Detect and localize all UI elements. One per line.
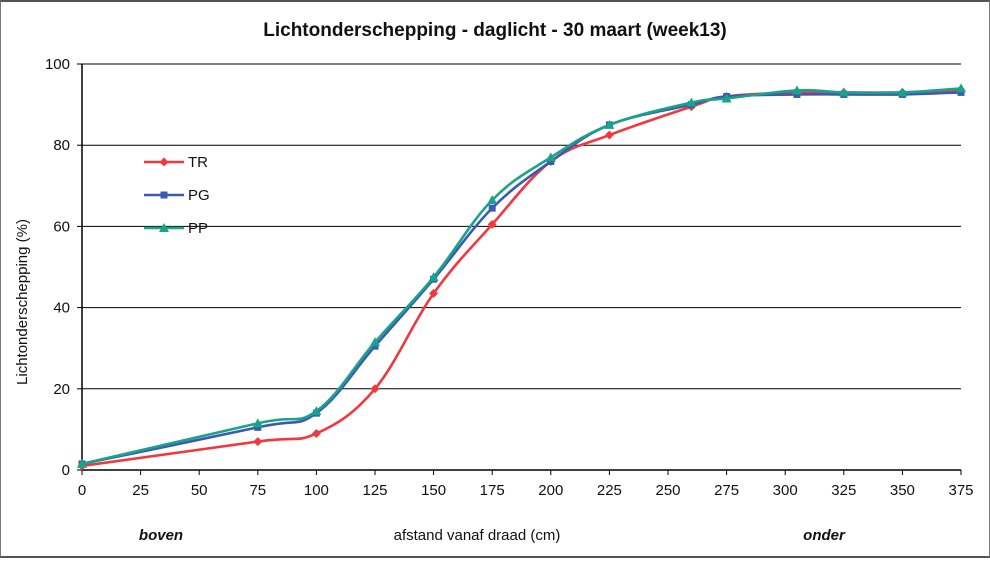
x-tick-label: 200 bbox=[538, 482, 563, 499]
y-tick-label: 20 bbox=[53, 381, 70, 398]
y-tick-label: 60 bbox=[53, 218, 70, 235]
series-line-pp bbox=[81, 87, 962, 466]
x-tick-label: 75 bbox=[249, 482, 266, 499]
data-point-pp bbox=[791, 85, 802, 95]
x-tick-labels: 0 25 50 75 100 125 150 175 200 225 250 275 300 325 350… bbox=[78, 482, 974, 499]
x-tick-label: 125 bbox=[362, 482, 387, 499]
legend-item-pg: PG bbox=[144, 187, 210, 204]
data-point-tr bbox=[311, 428, 321, 438]
x-tick-label: 375 bbox=[948, 482, 973, 499]
data-point-pg bbox=[254, 423, 262, 431]
x-tick-label: 100 bbox=[304, 482, 329, 499]
x-tick-label: 325 bbox=[831, 482, 856, 499]
data-point-pp bbox=[487, 195, 498, 205]
series-lines bbox=[77, 83, 966, 471]
x-axis-label: afstand vanaf draad (cm) bbox=[394, 527, 561, 544]
x-tick-label: 300 bbox=[773, 482, 798, 499]
x-tick-label: 275 bbox=[714, 482, 739, 499]
x-tick-label: 350 bbox=[890, 482, 915, 499]
x-tick-label: 0 bbox=[78, 482, 86, 499]
x-tick-label: 225 bbox=[597, 482, 622, 499]
data-point-pg bbox=[488, 204, 496, 212]
y-axis-label: Lichtonderschepping (%) bbox=[14, 219, 31, 385]
data-point-pg bbox=[793, 90, 801, 98]
data-point-tr bbox=[370, 384, 380, 394]
legend-marker bbox=[159, 223, 169, 232]
axes bbox=[77, 63, 962, 475]
x-tick-label: 50 bbox=[191, 482, 208, 499]
data-point-pp bbox=[428, 272, 439, 282]
y-tick-label: 0 bbox=[62, 462, 70, 479]
data-point-pp bbox=[545, 152, 556, 162]
data-point-pg bbox=[957, 88, 965, 96]
series-pp bbox=[77, 83, 966, 468]
data-point-pp bbox=[370, 337, 380, 347]
series-line-tr bbox=[81, 89, 962, 468]
legend-marker bbox=[159, 157, 169, 167]
legend-label: PG bbox=[188, 187, 210, 204]
data-point-tr bbox=[429, 288, 439, 298]
x-annotation-onder: onder bbox=[803, 527, 846, 544]
legend-marker bbox=[160, 191, 168, 199]
data-point-pg bbox=[547, 157, 555, 165]
x-tick-label: 175 bbox=[480, 482, 505, 499]
data-point-pp bbox=[311, 406, 322, 416]
series-tr bbox=[77, 85, 966, 471]
y-tick-labels: 0 20 40 60 80 100 bbox=[45, 56, 70, 479]
data-point-pp bbox=[604, 119, 615, 129]
legend-item-pp: PP bbox=[144, 220, 208, 237]
data-point-pp bbox=[77, 458, 87, 468]
x-tick-label: 250 bbox=[655, 482, 680, 499]
x-tick-label: 25 bbox=[132, 482, 149, 499]
chart-title: Lichtonderschepping - daglicht - 30 maar… bbox=[263, 20, 727, 41]
data-point-pp bbox=[721, 93, 732, 103]
legend-label: PP bbox=[188, 220, 208, 237]
series-line-pg bbox=[81, 91, 962, 466]
legend-label: TR bbox=[188, 154, 208, 171]
data-point-pp bbox=[686, 97, 697, 107]
legend: TR PG PP bbox=[144, 154, 210, 237]
data-point-pp bbox=[897, 87, 908, 97]
data-point-pg bbox=[371, 342, 379, 350]
x-annotation-boven: boven bbox=[139, 527, 183, 544]
y-tick-label: 100 bbox=[45, 56, 70, 73]
data-point-tr bbox=[253, 437, 263, 447]
grid bbox=[82, 63, 961, 390]
data-point-pp bbox=[838, 87, 849, 97]
data-point-pp bbox=[956, 83, 966, 93]
data-point-tr bbox=[604, 130, 614, 140]
data-point-tr bbox=[487, 219, 497, 229]
y-tick-label: 80 bbox=[53, 137, 70, 154]
legend-item-tr: TR bbox=[144, 154, 208, 171]
x-tick-label: 150 bbox=[421, 482, 446, 499]
y-tick-label: 40 bbox=[53, 300, 70, 317]
data-point-pp bbox=[252, 418, 263, 428]
